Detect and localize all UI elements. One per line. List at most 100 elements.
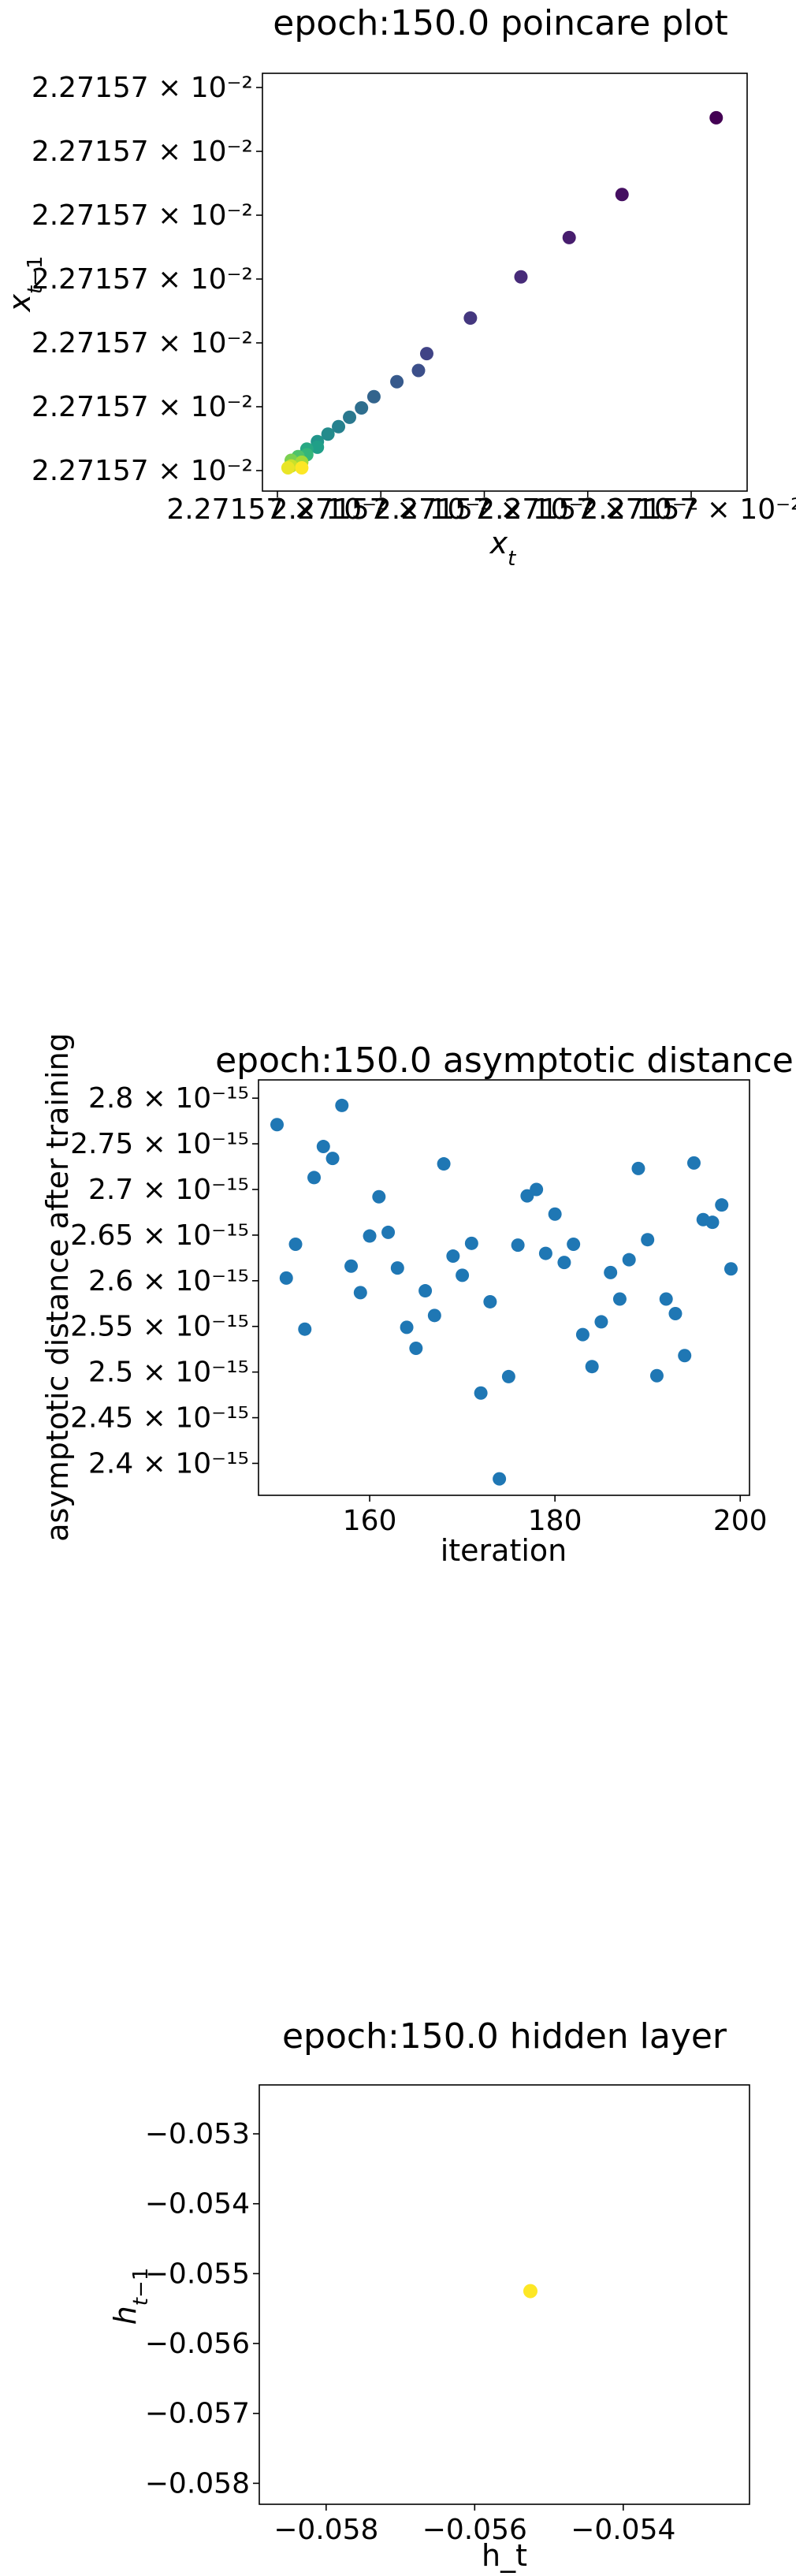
distance-point	[279, 1271, 293, 1285]
distance-point	[594, 1315, 608, 1329]
poincare-x-tick-label: 2.27157 × 10⁻²	[374, 493, 595, 526]
poincare-y-tick-label: 2.27157 × 10⁻²	[32, 199, 253, 232]
distance-point	[622, 1253, 636, 1267]
poincare-x-tick-label: 2.27157 × 10⁻²	[166, 493, 388, 526]
distance-point	[557, 1256, 571, 1270]
poincare-plot-x-ticks: 2.27157 × 10⁻²2.27157 × 10⁻²2.27157 × 10…	[166, 491, 796, 526]
distance-point	[353, 1286, 367, 1300]
hidden-x-tick-label: −0.054	[571, 2514, 675, 2546]
asymptotic-distance-y-axis-label: asymptotic distance after training	[40, 1033, 75, 1542]
poincare-x-tick-label: 2.27157 × 10⁻²	[580, 493, 796, 526]
distance-point	[316, 1140, 330, 1154]
hidden-x-tick-label: −0.058	[273, 2514, 378, 2546]
hidden-layer-plot-area	[259, 2084, 750, 2505]
distance-y-tick-label: 2.4 × 10⁻¹⁵	[88, 1447, 249, 1480]
distance-point	[705, 1215, 720, 1230]
hidden-y-tick-label: −0.053	[145, 2118, 250, 2150]
distance-point	[372, 1189, 386, 1204]
hidden-layer-y-axis-label: ht−1	[108, 2268, 153, 2325]
distance-y-tick-label: 2.8 × 10⁻¹⁵	[88, 1082, 249, 1115]
distance-y-tick-label: 2.7 × 10⁻¹⁵	[88, 1174, 249, 1206]
poincare-point	[343, 410, 357, 424]
poincare-point	[615, 188, 629, 202]
poincare-point	[411, 363, 426, 378]
distance-point	[723, 1262, 738, 1276]
poincare-y-tick-label: 2.27157 × 10⁻²	[32, 72, 253, 104]
distance-point	[390, 1261, 404, 1275]
distance-point	[686, 1156, 701, 1170]
poincare-point	[366, 389, 381, 404]
distance-point	[649, 1368, 664, 1383]
hidden-y-tick-label: −0.057	[145, 2398, 250, 2430]
distance-x-tick-label: 200	[713, 1505, 768, 1537]
distance-point	[678, 1349, 692, 1363]
poincare-point	[419, 347, 433, 361]
poincare-point	[514, 270, 528, 284]
asymptotic-distance-title: epoch:150.0 asymptotic distance	[215, 1040, 794, 1081]
distance-point	[270, 1118, 285, 1132]
distance-point	[298, 1322, 312, 1336]
distance-point	[335, 1098, 349, 1112]
poincare-point	[295, 461, 309, 475]
distance-point	[530, 1182, 544, 1197]
distance-point	[288, 1237, 303, 1251]
distance-point	[325, 1152, 340, 1166]
hidden-layer-x-ticks: −0.058 −0.056 −0.054	[273, 2504, 675, 2546]
hidden-point	[523, 2284, 537, 2299]
distance-point	[344, 1259, 359, 1273]
distance-point	[511, 1238, 525, 1253]
hidden-y-tick-label: −0.056	[145, 2328, 250, 2360]
distance-point	[501, 1369, 515, 1383]
distance-point	[604, 1265, 618, 1279]
distance-point	[363, 1229, 377, 1243]
poincare-plot-points	[281, 110, 723, 475]
distance-point	[446, 1249, 460, 1264]
distance-point	[381, 1225, 396, 1239]
poincare-plot-title: epoch:150.0 poincare plot	[273, 3, 727, 43]
asymptotic-distance-y-ticks: 2.4 × 10⁻¹⁵ 2.45 × 10⁻¹⁵ 2.5 × 10⁻¹⁵ 2.55 ×…	[70, 1082, 259, 1480]
distance-point	[400, 1320, 414, 1335]
hidden-y-tick-label: −0.058	[145, 2467, 250, 2500]
poincare-plot-y-ticks: 2.27157 × 10⁻² 2.27157 × 10⁻² 2.27157 × 10…	[32, 72, 262, 487]
poincare-point	[311, 440, 325, 454]
poincare-plot-y-axis-label: xt−1	[2, 255, 47, 312]
distance-point	[483, 1294, 497, 1308]
distance-point	[641, 1233, 655, 1247]
distance-point	[715, 1198, 729, 1212]
distance-y-tick-label: 2.45 × 10⁻¹⁵	[70, 1402, 249, 1435]
poincare-y-tick-label: 2.27157 × 10⁻²	[32, 391, 253, 423]
distance-x-tick-label: 160	[343, 1505, 397, 1537]
asymptotic-distance-points	[270, 1098, 738, 1486]
distance-y-tick-label: 2.6 × 10⁻¹⁵	[88, 1265, 249, 1297]
poincare-x-tick-label: 2.27157 × 10⁻²	[270, 493, 492, 526]
poincare-point	[332, 419, 346, 434]
hidden-y-tick-label: −0.054	[145, 2188, 250, 2220]
hidden-layer-panel: epoch:150.0 hidden layer −0.053−0.054−0.…	[108, 2016, 750, 2573]
poincare-point	[390, 374, 404, 389]
poincare-y-tick-label: 2.27157 × 10⁻²	[32, 455, 253, 487]
poincare-plot-x-axis-label: xt	[489, 526, 517, 571]
distance-x-tick-label: 180	[528, 1505, 582, 1537]
poincare-point	[321, 427, 335, 441]
distance-point	[585, 1360, 599, 1374]
distance-point	[427, 1308, 441, 1323]
distance-y-tick-label: 2.65 × 10⁻¹⁵	[70, 1219, 249, 1252]
hidden-layer-x-axis-label: h_t	[482, 2538, 527, 2573]
distance-point	[538, 1246, 552, 1260]
distance-point	[409, 1342, 423, 1356]
poincare-y-tick-label: 2.27157 × 10⁻²	[32, 263, 253, 296]
distance-point	[456, 1268, 470, 1282]
poincare-point	[709, 110, 723, 125]
poincare-plot-area	[262, 73, 748, 492]
hidden-layer-points	[523, 2284, 537, 2299]
distance-point	[612, 1292, 627, 1306]
hidden-x-tick-label: −0.056	[422, 2514, 527, 2546]
poincare-point	[562, 230, 576, 244]
poincare-point	[281, 461, 295, 475]
asymptotic-distance-plot-area	[258, 1079, 750, 1496]
distance-point	[575, 1327, 590, 1342]
distance-y-tick-label: 2.5 × 10⁻¹⁵	[88, 1357, 249, 1389]
distance-point	[307, 1171, 322, 1185]
distance-y-tick-label: 2.55 × 10⁻¹⁵	[70, 1311, 249, 1343]
